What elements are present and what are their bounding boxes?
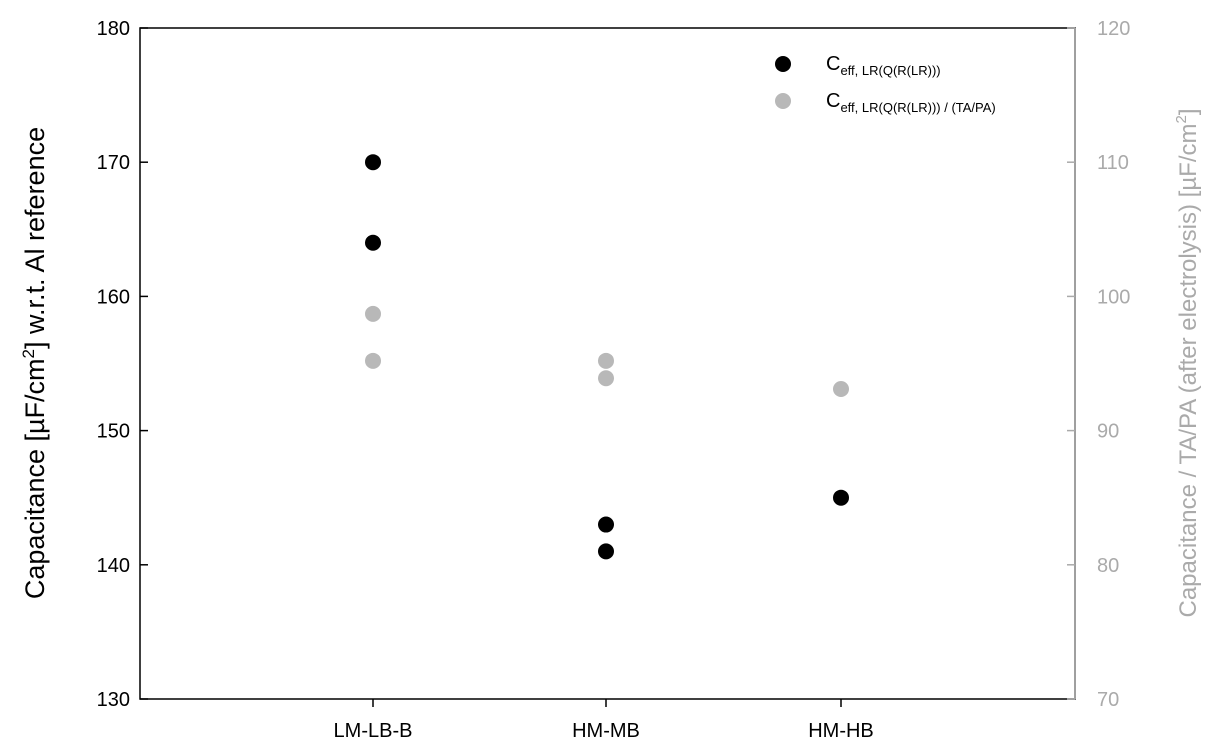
data-point-series-2	[833, 380, 849, 397]
legend-label-series-1: Ceff, LR(Q(R(LR)))	[826, 53, 941, 78]
data-point-series-2	[598, 352, 614, 369]
right-tick-label: 110	[1097, 152, 1129, 174]
right-tick-label: 120	[1097, 18, 1130, 40]
legend: Ceff, LR(Q(R(LR))) Ceff, LR(Q(R(LR))) / …	[775, 53, 996, 115]
data-point-series-1	[833, 489, 849, 506]
left-tick-label: 130	[97, 689, 130, 711]
left-tick-label: 140	[97, 555, 130, 577]
left-tick-label: 160	[97, 286, 130, 308]
right-tick-label: 90	[1097, 421, 1119, 443]
data-point-series-2	[598, 370, 614, 387]
legend-marker-series-2	[775, 93, 791, 109]
left-tick-label: 180	[97, 18, 130, 40]
right-axis: 70 80 90 100 110 120	[1067, 18, 1130, 711]
x-tick-label: HM-HB	[808, 720, 874, 742]
left-axis-title: Capacitance [µF/cm2] w.r.t. Al reference	[19, 127, 50, 599]
x-tick-label: HM-MB	[572, 720, 640, 742]
x-axis: LM-LB-B HM-MB HM-HB	[334, 699, 874, 742]
right-tick-label: 70	[1097, 689, 1119, 711]
data-point-series-1	[365, 154, 381, 171]
legend-marker-series-1	[775, 56, 791, 72]
left-axis: 130 140 150 160 170 180	[97, 18, 148, 711]
legend-label-series-2: Ceff, LR(Q(R(LR))) / (TA/PA)	[826, 90, 996, 115]
data-point-series-1	[598, 516, 614, 533]
left-tick-label: 150	[97, 421, 130, 443]
data-point-series-1	[365, 234, 381, 251]
data-point-series-2	[365, 352, 381, 369]
right-tick-label: 100	[1097, 286, 1130, 308]
data-points	[365, 154, 849, 560]
right-tick-label: 80	[1097, 555, 1119, 577]
x-tick-label: LM-LB-B	[334, 720, 413, 742]
right-axis-title: Capacitance / TA/PA (after electrolysis)…	[1173, 109, 1202, 618]
left-tick-label: 170	[97, 152, 130, 174]
data-point-series-1	[598, 543, 614, 560]
data-point-series-2	[365, 305, 381, 322]
